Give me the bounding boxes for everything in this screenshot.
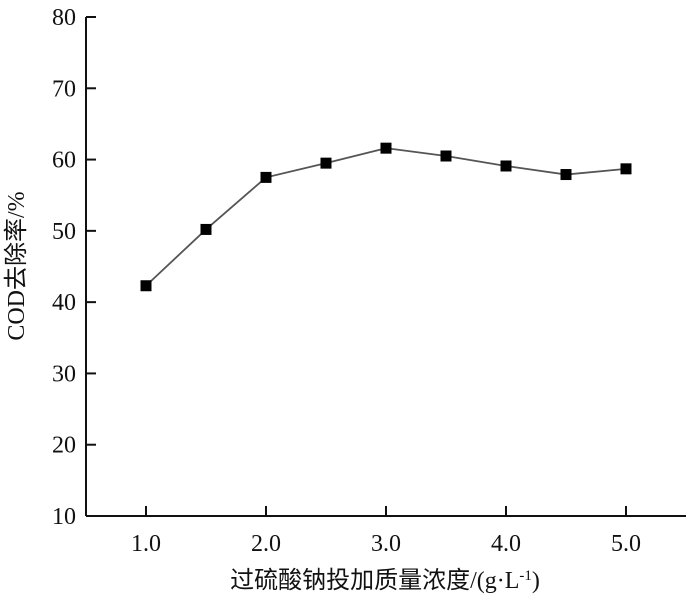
data-point — [320, 157, 332, 169]
y-tick-label: 30 — [52, 361, 76, 387]
x-tick-label: 3.0 — [371, 531, 401, 557]
y-tick-label: 10 — [52, 504, 76, 530]
ticks: 10 20 30 40 50 60 70 80 1.0 2.0 3.0 4.0 5.0 — [52, 5, 641, 557]
data-point — [380, 142, 392, 154]
x-tick-label: 5.0 — [611, 531, 641, 557]
series-line — [145, 147, 627, 287]
x-axis-title-tail: ) — [532, 568, 540, 594]
y-tick-label: 50 — [52, 219, 76, 245]
data-point — [200, 223, 212, 235]
y-tick-label: 40 — [52, 290, 76, 316]
data-point — [440, 150, 452, 162]
series — [140, 142, 632, 292]
data-point — [620, 163, 632, 175]
axes — [85, 17, 686, 517]
x-axis-title-superscript: -1 — [519, 568, 532, 584]
data-point — [500, 160, 512, 172]
x-axis-title-main: 过硫酸钠投加质量浓度/(g·L — [230, 567, 519, 594]
x-tick-label: 4.0 — [491, 531, 521, 557]
x-tick-label: 1.0 — [131, 531, 161, 557]
x-tick-label: 2.0 — [251, 531, 281, 557]
y-tick-label: 20 — [52, 433, 76, 459]
data-point — [560, 169, 572, 181]
x-axis-title: 过硫酸钠投加质量浓度/(g·L-1) — [230, 567, 540, 594]
data-point — [260, 171, 272, 183]
y-tick-label: 70 — [52, 76, 76, 102]
y-tick-label: 60 — [52, 148, 76, 174]
y-axis-title: COD去除率/% — [3, 191, 30, 340]
data-point — [140, 280, 152, 292]
y-tick-label: 80 — [52, 5, 76, 31]
